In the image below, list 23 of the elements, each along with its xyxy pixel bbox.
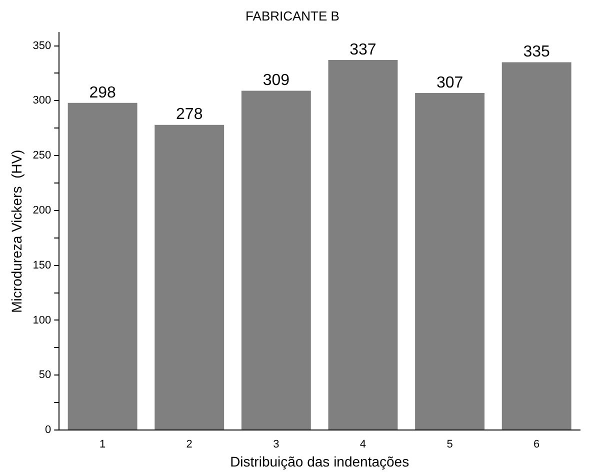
- y-tick-label: 200: [32, 204, 52, 216]
- data-label: 309: [262, 72, 290, 90]
- x-tick-label: 3: [273, 438, 280, 451]
- y-tick-label: 50: [38, 369, 52, 382]
- data-label: 337: [350, 41, 376, 58]
- data-label: 335: [523, 44, 550, 61]
- x-tick-label: 2: [186, 438, 192, 451]
- x-tick-label: 4: [360, 438, 366, 451]
- data-label: 298: [89, 84, 116, 102]
- x-tick-label: 6: [534, 438, 540, 451]
- chart-title: FABRICANTE B: [246, 8, 340, 24]
- data-label: 278: [176, 106, 203, 124]
- y-tick-label: 100: [32, 314, 52, 326]
- y-tick-label: 250: [32, 150, 52, 162]
- data-label: 307: [436, 74, 464, 92]
- y-axis-title: Microdureza Vickers (HV): [8, 150, 24, 313]
- x-axis-title: Distribuição das indentações: [230, 453, 410, 470]
- y-tick-label: 0: [45, 424, 52, 436]
- x-tick-label: 1: [99, 438, 106, 451]
- x-tick-label: 5: [446, 438, 453, 451]
- y-tick-label: 350: [32, 40, 52, 52]
- y-tick-label: 150: [32, 259, 52, 272]
- y-tick-label: 300: [32, 94, 52, 107]
